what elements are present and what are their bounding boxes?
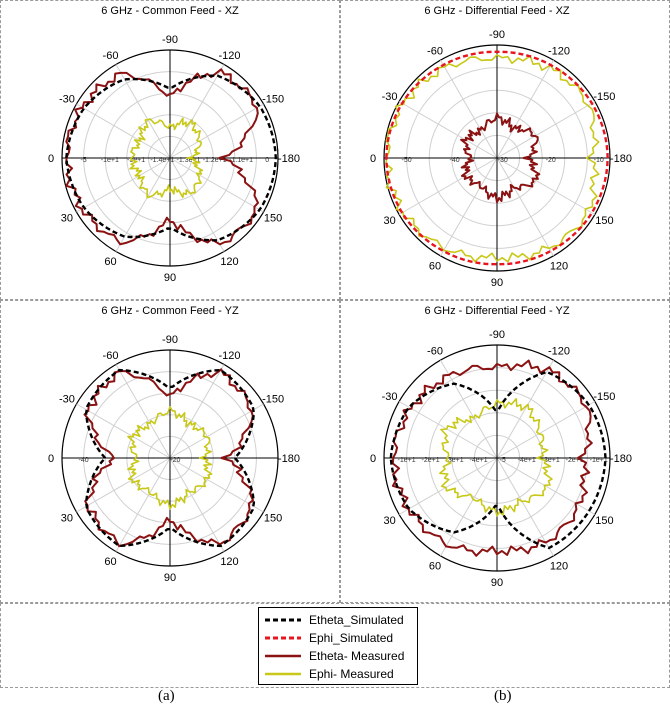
angle-label: 120	[220, 256, 238, 268]
grid-spoke	[497, 60, 554, 158]
legend-item-ephi-simulated: Ephi_Simulated	[263, 630, 393, 646]
chart-title: 6 GHz - Differential Feed - YZ	[424, 305, 569, 317]
grid-spoke	[170, 104, 264, 158]
angle-label: 0	[370, 153, 376, 165]
angle-label: -90	[162, 334, 178, 346]
caption-b: (b)	[494, 688, 512, 705]
legend-item-etheta-simulated: Etheta_Simulated	[263, 612, 404, 628]
angle-label: 30	[61, 513, 73, 525]
angle-label: 60	[429, 260, 441, 272]
angle-label: 120	[550, 560, 568, 572]
angle-label: 30	[383, 515, 395, 527]
angle-label: -120	[548, 346, 570, 358]
chart-legend: Etheta_Simulated Ephi_Simulated Etheta- …	[258, 607, 418, 685]
legend-label: Ephi- Measured	[309, 667, 394, 681]
legend-swatch	[263, 670, 303, 678]
grid-spoke	[497, 360, 554, 458]
angle-label: -90	[489, 29, 505, 41]
legend-swatch	[263, 616, 303, 624]
angle-label: 0	[48, 453, 54, 465]
angle-label: -180	[278, 453, 300, 465]
legend-label: Etheta- Measured	[309, 649, 404, 663]
angle-label: -90	[162, 34, 178, 46]
angle-label: -30	[59, 394, 75, 406]
radial-tick-label: -2e+1	[422, 457, 440, 464]
angle-label: -90	[489, 329, 505, 341]
grid-spoke	[77, 104, 171, 158]
angle-label: 150	[264, 213, 282, 225]
radial-tick-label: -40	[450, 157, 460, 164]
angle-label: 30	[383, 215, 395, 227]
grid-spoke	[441, 60, 498, 158]
angle-label: 120	[220, 556, 238, 568]
legend-item-ephi-measured: Ephi- Measured	[263, 666, 394, 682]
legend-swatch	[263, 634, 303, 642]
angle-label: 120	[550, 260, 568, 272]
radial-tick-label: -1e+1	[398, 457, 416, 464]
angle-label: -150	[593, 91, 615, 103]
chart-title: 6 GHz - Common Feed - XZ	[101, 5, 239, 17]
grid-spoke	[77, 404, 171, 458]
angle-label: 150	[595, 215, 613, 227]
angle-label: -120	[218, 350, 240, 362]
angle-label: 0	[370, 453, 376, 465]
radial-tick-label: -30	[498, 157, 508, 164]
angle-label: -180	[278, 153, 300, 165]
chart-title: 6 GHz - Differential Feed - XZ	[424, 5, 570, 17]
radial-tick-label: -4e+1	[518, 457, 536, 464]
radial-tick-label: -1.4e+1	[150, 157, 174, 164]
radial-tick-label: -5	[80, 157, 86, 164]
grid-spoke	[399, 458, 497, 515]
angle-label: 90	[164, 272, 176, 284]
angle-label: -120	[548, 46, 570, 58]
angle-label: -30	[382, 91, 398, 103]
angle-label: -60	[103, 350, 119, 362]
radial-tick-label: -40	[79, 457, 89, 464]
legend-label: Ephi_Simulated	[309, 631, 393, 645]
angle-label: -120	[218, 50, 240, 62]
angle-label: 60	[104, 256, 116, 268]
angle-label: 150	[595, 515, 613, 527]
legend-item-etheta-measured: Etheta- Measured	[263, 648, 404, 664]
angle-label: -180	[610, 153, 632, 165]
angle-label: -150	[262, 94, 284, 106]
grid-spoke	[170, 458, 224, 552]
radial-tick-label: -1.2e+1	[203, 157, 227, 164]
legend-label: Etheta_Simulated	[309, 613, 404, 627]
radial-tick-label: -5	[500, 457, 506, 464]
angle-label: -150	[262, 394, 284, 406]
radial-tick-label: -20	[170, 457, 180, 464]
chart-title: 6 GHz - Common Feed - YZ	[101, 305, 239, 317]
angle-label: -30	[59, 94, 75, 106]
angle-label: 60	[429, 560, 441, 572]
radial-tick-label: -1e+1	[101, 157, 119, 164]
angle-label: 90	[491, 277, 503, 289]
angle-label: 30	[61, 213, 73, 225]
grid-spoke	[399, 158, 497, 215]
angle-label: 0	[48, 153, 54, 165]
grid-spoke	[399, 102, 497, 159]
caption-a: (a)	[158, 688, 175, 705]
angle-label: 90	[164, 572, 176, 584]
angle-label: 150	[264, 513, 282, 525]
grid-spoke	[77, 158, 171, 212]
grid-spoke	[170, 365, 224, 459]
radial-tick-label: -4e+1	[470, 457, 488, 464]
angle-label: -60	[427, 46, 443, 58]
angle-label: 90	[491, 577, 503, 589]
grid-spoke	[497, 158, 554, 256]
grid-spoke	[441, 158, 498, 256]
radial-tick-label: 0	[265, 157, 269, 164]
angle-label: -60	[427, 346, 443, 358]
legend-swatch	[263, 652, 303, 660]
angle-label: -60	[103, 50, 119, 62]
angle-label: 60	[104, 556, 116, 568]
angle-label: -30	[382, 391, 398, 403]
radial-tick-label: -20	[546, 157, 556, 164]
angle-label: -150	[593, 391, 615, 403]
angle-label: -180	[610, 453, 632, 465]
radial-tick-label: -50	[402, 157, 412, 164]
